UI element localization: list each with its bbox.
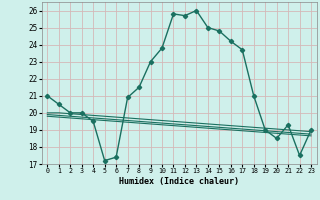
X-axis label: Humidex (Indice chaleur): Humidex (Indice chaleur) — [119, 177, 239, 186]
